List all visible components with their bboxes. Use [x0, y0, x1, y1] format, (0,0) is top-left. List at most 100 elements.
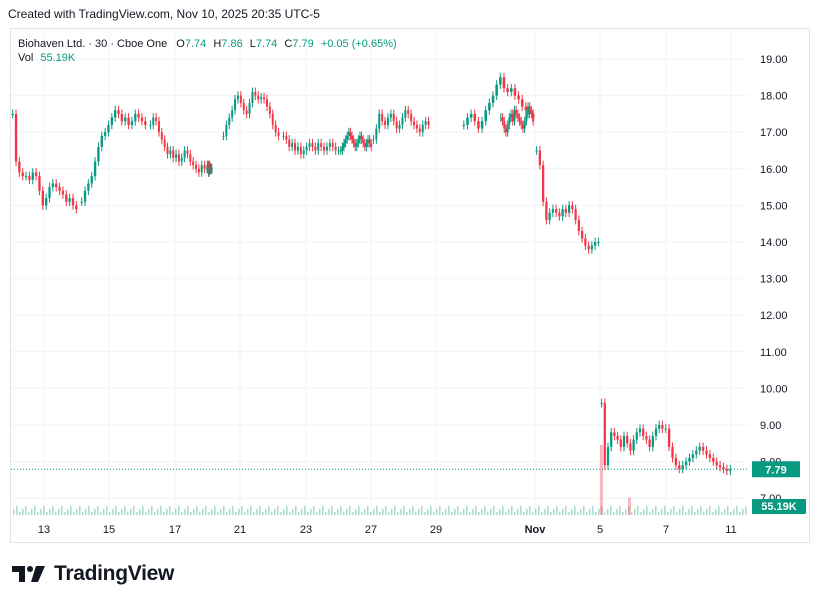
x-tick-label: 17 [169, 524, 181, 536]
volume-bar [112, 509, 114, 515]
candle-body [83, 190, 87, 202]
volume-bar [706, 509, 708, 515]
candle-body [97, 146, 100, 162]
candle-body [282, 135, 285, 137]
volume-bar [49, 509, 51, 515]
candle-body [407, 110, 410, 114]
volume-badge [752, 499, 806, 514]
volume-bar [64, 512, 66, 515]
volume-bar [688, 509, 690, 515]
volume-bar [46, 512, 48, 515]
volume-bar [415, 512, 417, 515]
candle-body [234, 99, 237, 111]
candle-body [502, 77, 506, 89]
volume-bar [325, 512, 327, 515]
volume-bar [184, 509, 186, 515]
candle-body [48, 187, 51, 199]
candle-body [658, 425, 661, 429]
volume-bar [616, 509, 618, 515]
candle-body [144, 121, 147, 125]
volume-bar [508, 509, 510, 515]
volume-bar [31, 509, 33, 515]
candle-body [236, 95, 239, 100]
candle-body [68, 198, 71, 202]
volume-bar [25, 506, 27, 515]
volume-bar [607, 509, 609, 515]
candle-body [610, 432, 613, 447]
candle-body [554, 209, 558, 213]
volume-bar [364, 509, 366, 515]
candle-body [558, 212, 561, 217]
candle-body [564, 209, 568, 213]
volume-bar [208, 512, 210, 515]
candle-body [386, 117, 389, 125]
volume-bar [28, 512, 30, 515]
volume-bar [622, 512, 624, 515]
candle-body [418, 128, 421, 133]
legend-low-value: 7.74 [255, 38, 278, 50]
volume-bar [337, 509, 339, 515]
volume-bar [430, 506, 432, 515]
candle-body [71, 198, 75, 206]
y-tick-label: 12.00 [760, 310, 788, 322]
candle-body [251, 91, 254, 103]
candle-body [513, 88, 517, 96]
volume-bar [316, 512, 318, 515]
volume-bar [133, 506, 135, 515]
candle-body [678, 465, 681, 469]
volume-bar [421, 506, 423, 515]
volume-bar [478, 512, 480, 515]
candle-body [192, 161, 195, 166]
candle-body [317, 143, 320, 151]
volume-bar [490, 509, 492, 515]
candle-body [288, 139, 291, 147]
volume-bar [475, 506, 477, 515]
candle-body [277, 132, 280, 136]
candle-body [499, 117, 502, 119]
candle-body [200, 165, 203, 173]
candle-body [590, 245, 594, 250]
volume-bar [346, 509, 348, 515]
volume-bar [586, 512, 588, 515]
candle-body [661, 425, 664, 429]
volume-bar [151, 506, 153, 515]
y-tick-label: 14.00 [760, 237, 788, 249]
candle-body [384, 121, 387, 125]
candle-body [495, 84, 498, 96]
volume-bar [637, 506, 639, 515]
volume-bar [154, 512, 156, 515]
candle-body [622, 435, 626, 447]
candle-body [137, 113, 140, 118]
candle-body [107, 124, 110, 133]
volume-bar [103, 509, 105, 515]
candle-body [285, 135, 288, 140]
candle-body [511, 113, 514, 122]
volume-bar [739, 512, 741, 515]
volume-bar [691, 506, 693, 515]
volume-bar [469, 512, 471, 515]
candle-body [708, 454, 712, 458]
y-tick-label: 11.00 [760, 347, 787, 359]
candle-body [413, 121, 416, 125]
candle-body [523, 121, 526, 129]
volume-bar [67, 509, 69, 515]
candle-body [701, 446, 705, 451]
candle-body [674, 457, 678, 466]
volume-bar [334, 512, 336, 515]
volume-bar [379, 512, 381, 515]
chart-panel[interactable] [10, 28, 810, 543]
volume-bar [634, 509, 636, 515]
volume-bar [367, 506, 369, 515]
volume-badge-text: 55.19K [761, 501, 797, 513]
candle-body [538, 150, 542, 166]
volume-bar [76, 509, 78, 515]
volume-bar [16, 506, 18, 515]
candle-body [87, 183, 90, 191]
candle-body [362, 139, 365, 144]
volume-bar [451, 512, 453, 515]
candle-body [239, 95, 242, 103]
candle-body [291, 143, 294, 147]
volume-bar [34, 506, 36, 515]
candle-body [80, 201, 83, 203]
